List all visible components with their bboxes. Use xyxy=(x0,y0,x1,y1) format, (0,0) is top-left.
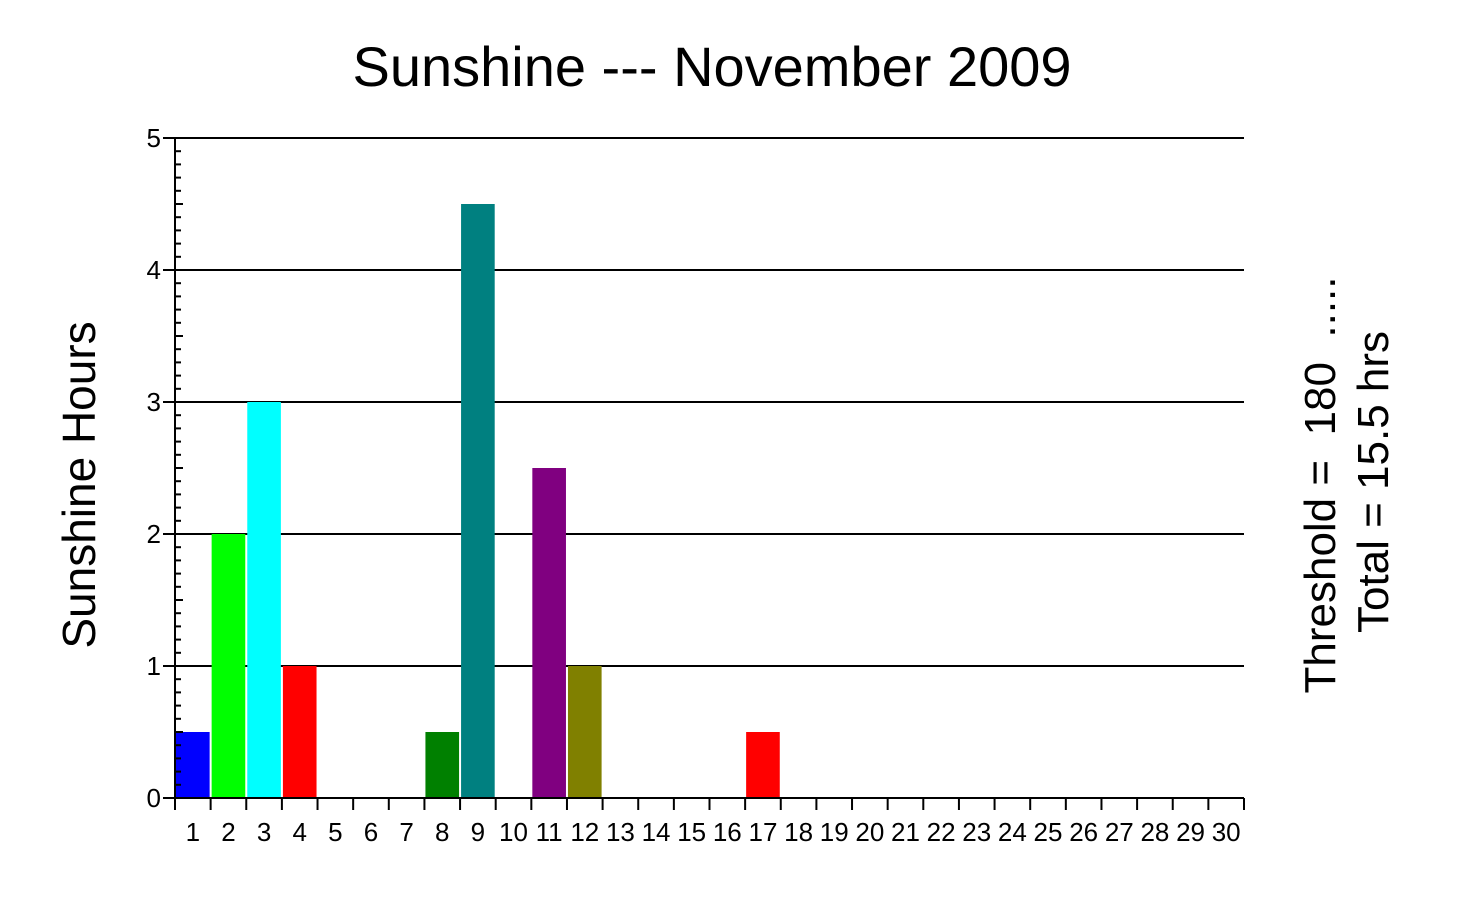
axes xyxy=(163,137,1245,810)
chart-title: Sunshine --- November 2009 xyxy=(352,35,1071,98)
x-tick-label: 28 xyxy=(1140,817,1169,847)
x-tick-label: 24 xyxy=(998,817,1027,847)
x-tick-label: 16 xyxy=(713,817,742,847)
threshold-annotation: Threshold = 180 ..... xyxy=(1296,276,1345,693)
x-tick-label: 12 xyxy=(570,817,599,847)
x-tick-label: 4 xyxy=(292,817,306,847)
x-tick-label: 15 xyxy=(677,817,706,847)
x-tick-label: 1 xyxy=(186,817,200,847)
x-tick-label: 7 xyxy=(399,817,413,847)
x-tick-label: 29 xyxy=(1176,817,1205,847)
y-tick-label: 1 xyxy=(147,651,161,681)
bar xyxy=(211,534,246,798)
x-tick-label: 3 xyxy=(257,817,271,847)
x-tick-label: 13 xyxy=(606,817,635,847)
x-tick-label: 19 xyxy=(820,817,849,847)
x-tick-label: 27 xyxy=(1105,817,1134,847)
bar xyxy=(176,732,210,798)
y-tick-label: 2 xyxy=(147,519,161,549)
y-axis-label: Sunshine Hours xyxy=(53,321,105,648)
y-tick-label: 5 xyxy=(147,123,161,153)
x-tick-label: 14 xyxy=(642,817,671,847)
x-tick-label: 20 xyxy=(855,817,884,847)
gridlines xyxy=(175,137,1244,667)
bars xyxy=(176,204,780,798)
x-tick-label: 10 xyxy=(499,817,528,847)
bar xyxy=(532,468,566,798)
x-tick-labels: 1 2 3 4 5 6 7 8 9 10 11 12 13 14 15 16 17 18 19 20 21 22 23 24 2… xyxy=(186,817,1241,847)
y-tick-label: 0 xyxy=(147,783,161,813)
bar xyxy=(425,732,460,798)
total-annotation: Total = 15.5 hrs xyxy=(1349,331,1398,633)
x-tick-label: 23 xyxy=(962,817,991,847)
bar xyxy=(567,666,602,798)
y-tick-labels: 0 1 2 3 4 5 xyxy=(147,123,161,813)
x-tick-label: 22 xyxy=(927,817,956,847)
x-tick-label: 11 xyxy=(536,817,563,847)
x-tick-label: 30 xyxy=(1212,817,1241,847)
x-tick-label: 21 xyxy=(891,817,920,847)
bar xyxy=(247,402,281,798)
x-tick-label: 17 xyxy=(748,817,777,847)
x-tick-label: 18 xyxy=(784,817,813,847)
bar xyxy=(746,732,780,798)
x-tick-label: 8 xyxy=(435,817,449,847)
x-tick-label: 25 xyxy=(1034,817,1063,847)
y-tick-label: 3 xyxy=(147,387,161,417)
x-tick-label: 6 xyxy=(364,817,378,847)
bar xyxy=(461,204,495,798)
x-tick-label: 26 xyxy=(1069,817,1098,847)
x-tick-label: 5 xyxy=(328,817,342,847)
x-tick-label: 2 xyxy=(221,817,235,847)
x-tick-label: 9 xyxy=(471,817,485,847)
y-tick-label: 4 xyxy=(147,255,161,285)
bar xyxy=(282,666,317,798)
